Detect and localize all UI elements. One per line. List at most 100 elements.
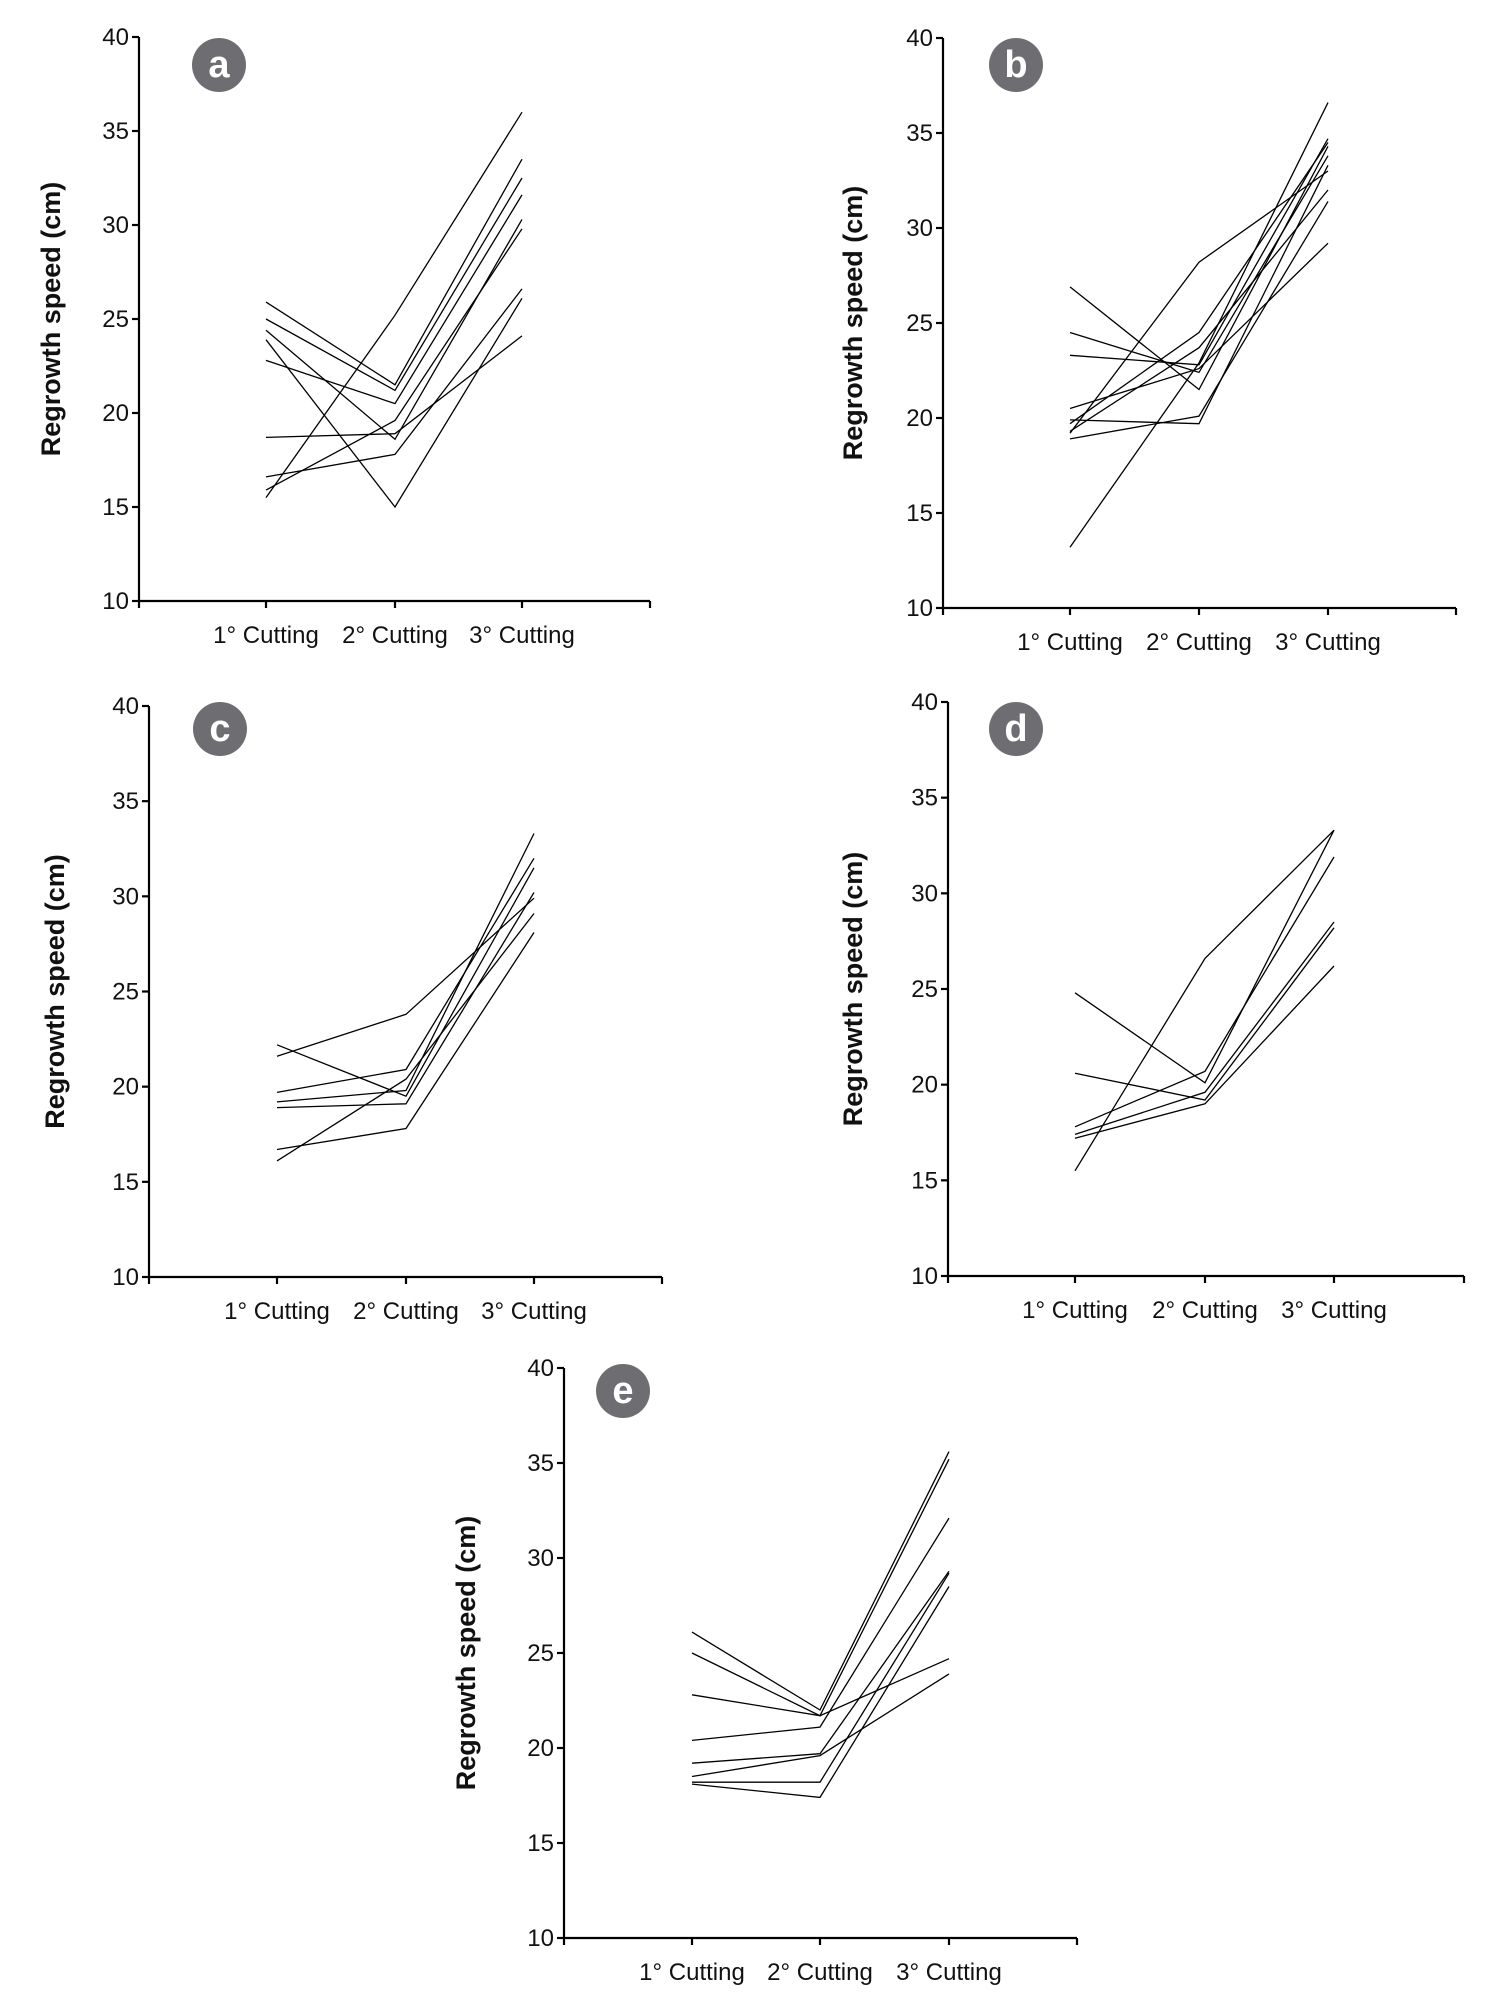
series-line-line-7 bbox=[1069, 189, 1329, 432]
panel-badge-label: b bbox=[1004, 44, 1027, 86]
x-tick-label: 1° Cutting bbox=[639, 1959, 745, 1986]
x-tick-label: 1° Cutting bbox=[1022, 1297, 1128, 1324]
y-tick-label: 20 bbox=[906, 405, 933, 432]
series-line-line-1 bbox=[691, 1451, 950, 1711]
series-line-line-3 bbox=[691, 1658, 950, 1717]
series-line-line-8 bbox=[691, 1586, 950, 1799]
series-line-line-7 bbox=[692, 1572, 950, 1783]
x-tick-label: 2° Cutting bbox=[353, 1298, 459, 1325]
y-tick-label: 20 bbox=[112, 1074, 139, 1101]
y-tick-label: 35 bbox=[911, 785, 938, 812]
y-tick-label: 10 bbox=[906, 595, 933, 622]
panel-badge bbox=[596, 1364, 650, 1418]
y-tick-label: 15 bbox=[102, 494, 129, 521]
y-tick-label: 20 bbox=[911, 1072, 938, 1099]
series-line-line-6 bbox=[1074, 829, 1335, 1172]
y-axis-title: Regrowth speed (cm) bbox=[838, 852, 868, 1127]
x-tick-label: 2° Cutting bbox=[767, 1959, 873, 1986]
panel-badge-label: d bbox=[1004, 708, 1027, 750]
y-tick-label: 30 bbox=[102, 212, 129, 239]
y-axis-title: Regrowth speed (cm) bbox=[36, 182, 66, 457]
series-line-line-9 bbox=[1069, 170, 1329, 434]
series-line-line-4 bbox=[1074, 921, 1335, 1136]
y-tick-label: 15 bbox=[911, 1167, 938, 1194]
series-line-line-2 bbox=[265, 177, 523, 392]
y-tick-label: 20 bbox=[527, 1735, 554, 1762]
y-tick-label: 15 bbox=[906, 500, 933, 527]
x-tick-label: 3° Cutting bbox=[1275, 629, 1381, 656]
y-tick-label: 40 bbox=[527, 1355, 554, 1382]
series-line-line-6 bbox=[691, 1673, 950, 1778]
y-tick-label: 25 bbox=[911, 976, 938, 1003]
x-tick-label: 2° Cutting bbox=[1146, 629, 1252, 656]
y-tick-label: 25 bbox=[102, 306, 129, 333]
panel-e: 10 15 20 25 30 35 40 1° Cutting 2° Cutting 3° Cut… bbox=[451, 1355, 1079, 1986]
series-line-line-7 bbox=[276, 913, 535, 1162]
series-line-line-3 bbox=[265, 219, 523, 441]
series-line-line-4 bbox=[1069, 242, 1329, 410]
panel-badge-label: a bbox=[208, 44, 230, 86]
series-line-line-6 bbox=[1069, 142, 1329, 425]
series-line-line-5 bbox=[265, 194, 523, 405]
series-line-line-1 bbox=[1069, 145, 1329, 391]
panel-badge-label: e bbox=[612, 1370, 633, 1412]
series-line-line-3 bbox=[276, 857, 535, 1094]
panel-badge bbox=[192, 38, 246, 92]
y-tick-label: 35 bbox=[527, 1450, 554, 1477]
series-line-line-1 bbox=[265, 158, 523, 386]
y-tick-label: 30 bbox=[112, 883, 139, 910]
series-line-line-6 bbox=[265, 335, 523, 439]
y-tick-label: 30 bbox=[527, 1545, 554, 1572]
series-line-line-4 bbox=[691, 1517, 950, 1742]
series-line-line-7 bbox=[265, 288, 523, 478]
x-tick-label: 3° Cutting bbox=[469, 622, 575, 649]
series-line-line-5 bbox=[691, 1570, 950, 1764]
series-line-line-5 bbox=[276, 892, 535, 1109]
series-line-line-5 bbox=[1069, 165, 1329, 425]
panel-a: 10 15 20 25 30 35 40 1° Cutting 2° Cutting 3° Cut… bbox=[36, 24, 652, 649]
y-tick-label: 40 bbox=[112, 693, 139, 720]
y-axis-title: Regrowth speed (cm) bbox=[838, 186, 868, 461]
panel-badge bbox=[193, 702, 247, 756]
x-tick-label: 2° Cutting bbox=[342, 622, 448, 649]
y-tick-label: 10 bbox=[112, 1264, 139, 1291]
series-line-line-5 bbox=[1074, 965, 1335, 1139]
y-tick-label: 10 bbox=[527, 1925, 554, 1952]
series-line-line-3 bbox=[1069, 138, 1329, 366]
y-tick-label: 35 bbox=[906, 120, 933, 147]
series-line-line-3 bbox=[1074, 856, 1335, 1128]
y-tick-label: 30 bbox=[911, 880, 938, 907]
y-tick-label: 30 bbox=[906, 215, 933, 242]
series-line-line-1 bbox=[1074, 829, 1335, 1084]
y-tick-label: 35 bbox=[102, 118, 129, 145]
y-tick-label: 15 bbox=[527, 1830, 554, 1857]
series-line-line-6 bbox=[276, 932, 535, 1151]
panel-d: 10 15 20 25 30 35 40 1° Cutting 2° Cutting 3° Cut… bbox=[838, 689, 1466, 1324]
x-tick-label: 3° Cutting bbox=[481, 1298, 587, 1325]
series-line-line-2 bbox=[1069, 155, 1329, 374]
x-tick-label: 3° Cutting bbox=[1281, 1297, 1387, 1324]
y-tick-label: 25 bbox=[906, 310, 933, 337]
panel-badge-label: c bbox=[209, 708, 230, 750]
y-tick-label: 20 bbox=[102, 400, 129, 427]
series-line-line-9 bbox=[265, 111, 523, 498]
y-axis-title: Regrowth speed (cm) bbox=[40, 854, 70, 1129]
y-tick-label: 15 bbox=[112, 1169, 139, 1196]
series-line-line-2 bbox=[1074, 927, 1335, 1101]
x-tick-label: 3° Cutting bbox=[896, 1959, 1002, 1986]
x-tick-label: 2° Cutting bbox=[1152, 1297, 1258, 1324]
series-line-line-8 bbox=[265, 228, 523, 491]
panel-badge bbox=[989, 38, 1043, 92]
y-tick-label: 10 bbox=[102, 588, 129, 615]
series-line-line-8 bbox=[1069, 201, 1329, 440]
panel-c: 10 15 20 25 30 35 40 1° Cutting 2° Cutting 3° Cut… bbox=[40, 693, 664, 1325]
y-tick-label: 10 bbox=[911, 1263, 938, 1290]
y-tick-label: 40 bbox=[102, 24, 129, 51]
y-tick-label: 35 bbox=[112, 788, 139, 815]
x-tick-label: 1° Cutting bbox=[1017, 629, 1123, 656]
panel-badge bbox=[989, 702, 1043, 756]
panel-b: 10 15 20 25 30 35 40 1° Cutting 2° Cutting 3° Cut… bbox=[838, 25, 1458, 656]
x-tick-label: 1° Cutting bbox=[224, 1298, 330, 1325]
y-axis-title: Regrowth speed (cm) bbox=[451, 1516, 481, 1791]
